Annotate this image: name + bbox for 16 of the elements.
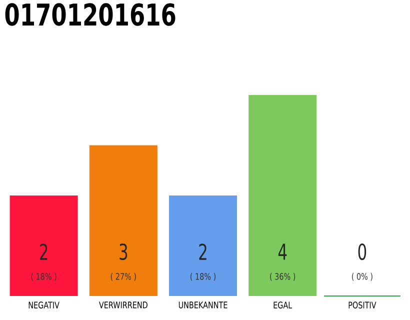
annotation: ( 18% ) bbox=[190, 272, 216, 281]
x-tick-label: POSITIV bbox=[348, 302, 376, 308]
annotation: ( 0% ) bbox=[352, 272, 372, 281]
x-tick-label: UNBEKANNTE bbox=[178, 302, 228, 308]
x-tick-label: EGAL bbox=[274, 302, 292, 308]
annotation: ( 36% ) bbox=[270, 272, 296, 281]
chart-title: 01701201616 bbox=[5, 3, 176, 26]
annotation: ( 18% ) bbox=[31, 272, 56, 281]
x-tick-label: VERWIRREND bbox=[99, 302, 148, 308]
data-label: 4 bbox=[278, 244, 287, 260]
data-label: 0 bbox=[358, 243, 366, 260]
x-tick-label: NEGATIV bbox=[28, 302, 60, 308]
data-label: 2 bbox=[199, 244, 206, 260]
annotation: ( 27% ) bbox=[110, 272, 136, 281]
data-label: 3 bbox=[120, 243, 128, 260]
data-label: 2 bbox=[40, 244, 48, 260]
